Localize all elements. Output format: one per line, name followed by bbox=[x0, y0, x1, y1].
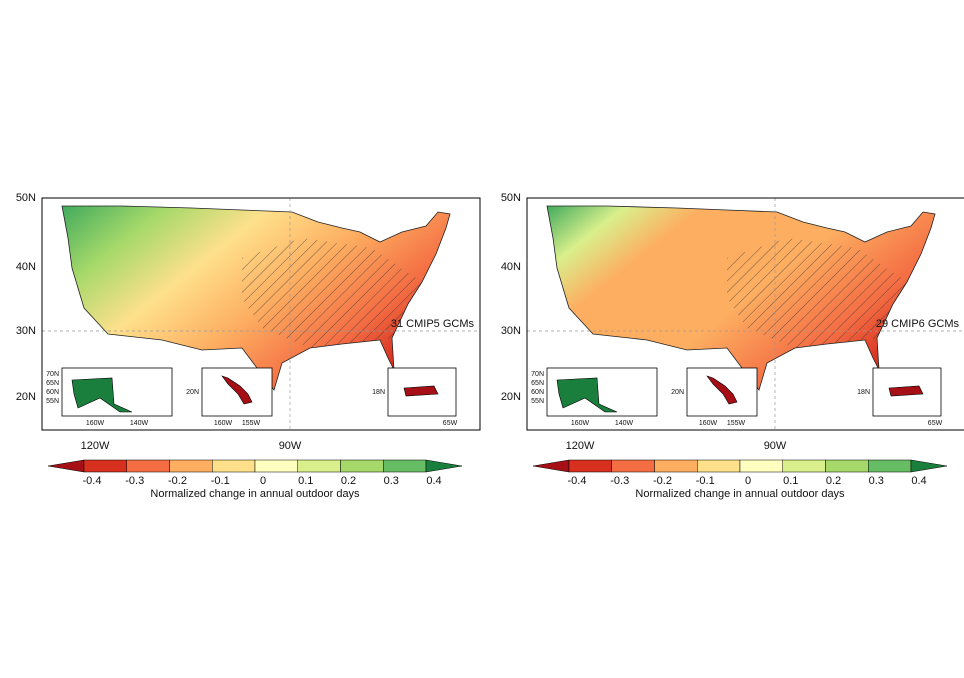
inset-region bbox=[71, 377, 133, 413]
map-panel: 50N 40N 30N 20N 120W 90W 29 CMIP6 GCMs 70N 65N 60… bbox=[501, 192, 964, 452]
colorbar-segment bbox=[383, 459, 427, 473]
colorbar-segment bbox=[782, 459, 826, 473]
inset-lat-label: 60N bbox=[46, 389, 59, 396]
colorbar-tick-label: 0.4 bbox=[426, 475, 441, 487]
colorbar-tick-label: -0.2 bbox=[168, 475, 187, 487]
lon-label: 90W bbox=[279, 440, 302, 452]
inset-lat-label: 60N bbox=[531, 389, 544, 396]
lat-label: 30N bbox=[501, 325, 521, 337]
colorbar-tick-label: -0.4 bbox=[83, 475, 102, 487]
colorbar-tick-label: -0.1 bbox=[211, 475, 230, 487]
inset-lat-label: 70N bbox=[531, 371, 544, 378]
inset-lon-label: 140W bbox=[615, 420, 634, 427]
inset-lon-label: 160W bbox=[699, 420, 718, 427]
lat-label: 20N bbox=[16, 391, 36, 403]
colorbar-tick-label: 0.4 bbox=[911, 475, 926, 487]
colorbar-tick-label: -0.4 bbox=[568, 475, 587, 487]
colorbar-segment bbox=[825, 459, 869, 473]
colorbar-extend bbox=[910, 459, 948, 473]
colorbar: -0.4 -0.3 -0.2 -0.1 0 0.1 0.2 0.3 0.4 Normalized … bbox=[47, 459, 463, 500]
colorbar-segment bbox=[611, 459, 655, 473]
colorbar-segment bbox=[83, 459, 127, 473]
colorbar-extend bbox=[425, 459, 463, 473]
colorbar-tick-label: -0.2 bbox=[653, 475, 672, 487]
colorbar-tick-label: 0.2 bbox=[826, 475, 841, 487]
inset-lat-label: 20N bbox=[186, 389, 199, 396]
inset-lon-label: 155W bbox=[242, 420, 261, 427]
lat-label: 20N bbox=[501, 391, 521, 403]
inset-region bbox=[556, 377, 618, 413]
inset-lat-label: 18N bbox=[372, 389, 385, 396]
inset-lat-label: 65N bbox=[46, 380, 59, 387]
colorbar-tick-label: 0.1 bbox=[783, 475, 798, 487]
colorbar-segment bbox=[654, 459, 698, 473]
inset-lon-label: 155W bbox=[727, 420, 746, 427]
colorbar-segment bbox=[697, 459, 741, 473]
inset-lat-label: 18N bbox=[857, 389, 870, 396]
colorbar-tick-label: 0 bbox=[260, 475, 266, 487]
colorbar-tick-label: 0.3 bbox=[384, 475, 399, 487]
inset-lon-label: 160W bbox=[214, 420, 233, 427]
colorbar-extend bbox=[47, 459, 85, 473]
map-frame bbox=[526, 197, 964, 431]
lon-label: 120W bbox=[566, 440, 595, 452]
inset-lon-label: 65W bbox=[928, 420, 943, 427]
significance-hatch bbox=[727, 238, 907, 348]
lat-label: 40N bbox=[16, 261, 36, 273]
colorbar-tick-label: -0.3 bbox=[125, 475, 144, 487]
colorbar-segment bbox=[568, 459, 612, 473]
inset-region bbox=[221, 375, 253, 405]
lat-label: 40N bbox=[501, 261, 521, 273]
colorbar-label: Normalized change in annual outdoor days bbox=[635, 488, 845, 500]
lon-label: 120W bbox=[81, 440, 110, 452]
map-panel: 50N 40N 30N 20N 120W 90W 31 CMIP5 GCMs 70N 65N 60… bbox=[16, 192, 481, 452]
colorbar-segment bbox=[126, 459, 170, 473]
lat-label: 50N bbox=[16, 192, 36, 204]
inset-lat-label: 70N bbox=[46, 371, 59, 378]
colorbar-tick-label: 0.2 bbox=[341, 475, 356, 487]
lon-label: 90W bbox=[764, 440, 787, 452]
map-frame bbox=[41, 197, 481, 431]
colorbar-tick-label: -0.1 bbox=[696, 475, 715, 487]
colorbar-segment bbox=[739, 459, 783, 473]
inset-lat-label: 55N bbox=[531, 398, 544, 405]
model-count: 29 CMIP6 GCMs bbox=[876, 318, 960, 330]
colorbar-extend bbox=[532, 459, 570, 473]
lat-label: 30N bbox=[16, 325, 36, 337]
inset-lon-label: 65W bbox=[443, 420, 458, 427]
inset-lat-label: 20N bbox=[671, 389, 684, 396]
inset-lon-label: 160W bbox=[571, 420, 590, 427]
inset-lat-label: 55N bbox=[46, 398, 59, 405]
inset-region bbox=[706, 375, 738, 405]
colorbar-segment bbox=[340, 459, 384, 473]
lat-label: 50N bbox=[501, 192, 521, 204]
significance-hatch bbox=[242, 238, 422, 348]
colorbar-segment bbox=[254, 459, 298, 473]
colorbar: -0.4 -0.3 -0.2 -0.1 0 0.1 0.2 0.3 0.4 Normalized … bbox=[532, 459, 948, 500]
inset-region bbox=[888, 385, 924, 397]
colorbar-segment bbox=[212, 459, 256, 473]
inset-lat-label: 65N bbox=[531, 380, 544, 387]
colorbar-label: Normalized change in annual outdoor days bbox=[150, 488, 360, 500]
model-count: 31 CMIP5 GCMs bbox=[391, 318, 475, 330]
colorbar-tick-label: 0.1 bbox=[298, 475, 313, 487]
colorbar-segment bbox=[297, 459, 341, 473]
inset-lon-label: 140W bbox=[130, 420, 149, 427]
inset-region bbox=[403, 385, 439, 397]
colorbar-segment bbox=[169, 459, 213, 473]
inset-lon-label: 160W bbox=[86, 420, 105, 427]
colorbar-tick-label: 0 bbox=[745, 475, 751, 487]
colorbar-tick-label: -0.3 bbox=[610, 475, 629, 487]
colorbar-segment bbox=[868, 459, 912, 473]
colorbar-tick-label: 0.3 bbox=[869, 475, 884, 487]
